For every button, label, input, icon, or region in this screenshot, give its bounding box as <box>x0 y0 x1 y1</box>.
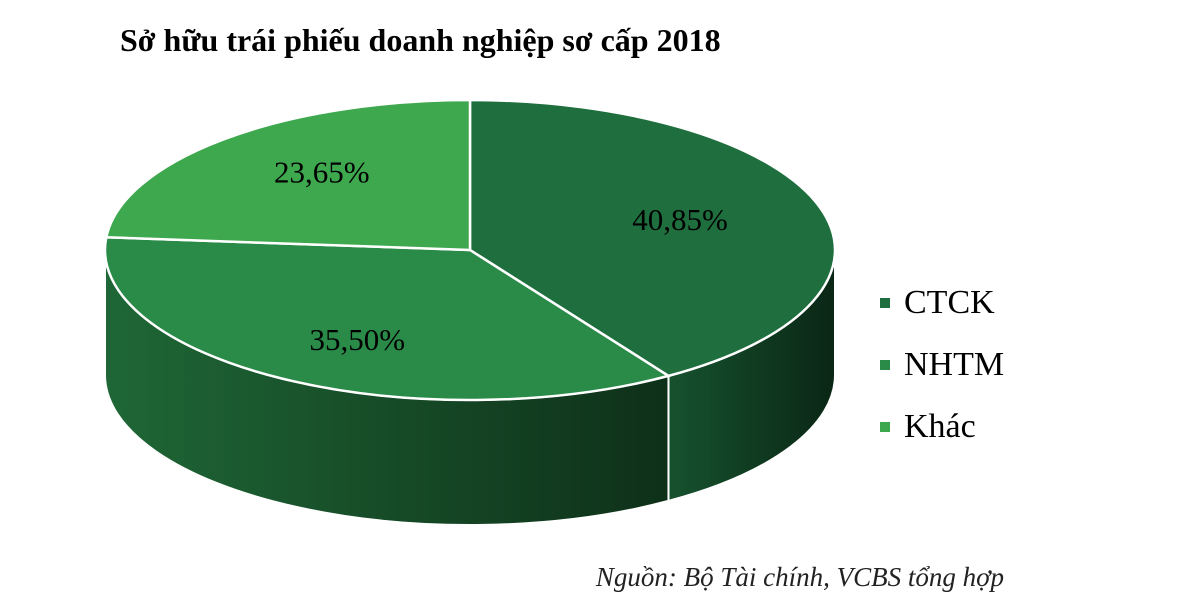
data-label-khác: 23,65% <box>274 155 370 190</box>
legend-label: CTCK <box>904 284 995 321</box>
source-note: Nguồn: Bộ Tài chính, VCBS tổng hợp <box>595 562 1004 592</box>
legend-item-ctck: CTCK <box>880 272 1004 334</box>
legend-item-khac: Khác <box>880 396 1004 458</box>
pie-slice-nhtm <box>103 236 672 402</box>
legend-item-nhtm: NHTM <box>880 334 1004 396</box>
pie-slice-khác <box>104 98 472 252</box>
legend-label: Khác <box>904 408 976 445</box>
legend-swatch <box>880 422 890 432</box>
legend-swatch <box>880 360 890 370</box>
legend-label: NHTM <box>904 346 1005 383</box>
chart-title: Sở hữu trái phiếu doanh nghiệp sơ cấp 20… <box>120 22 721 58</box>
data-label-ctck: 40,85% <box>632 202 728 237</box>
legend: CTCK NHTM Khác <box>880 272 1004 458</box>
data-label-nhtm: 35,50% <box>310 322 406 357</box>
legend-swatch <box>880 298 890 308</box>
